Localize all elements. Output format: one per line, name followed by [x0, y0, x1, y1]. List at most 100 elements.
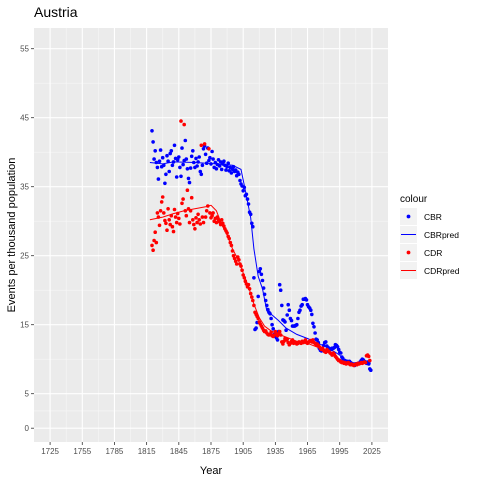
- data-point-cbr: [241, 189, 245, 193]
- data-point-cdr: [166, 207, 170, 211]
- data-point-cdr: [233, 259, 238, 264]
- data-point-cdr: [208, 211, 212, 215]
- data-point-cbr: [229, 171, 234, 175]
- data-point-cdr: [150, 243, 154, 248]
- data-point-cdr: [194, 216, 198, 220]
- data-point-cbr: [151, 140, 155, 144]
- legend-label: CDR: [424, 248, 442, 258]
- data-point-cbr: [268, 311, 272, 316]
- data-point-cbr: [175, 158, 180, 162]
- data-point-cbr: [270, 322, 274, 327]
- data-point-cdr: [156, 215, 161, 219]
- data-point-cbr: [160, 155, 165, 160]
- data-point-cdr: [241, 273, 245, 277]
- grid-major: [34, 28, 388, 442]
- data-point-cbr: [256, 294, 261, 299]
- data-point-cbr: [285, 313, 290, 317]
- data-point-cdr: [200, 215, 205, 219]
- data-point-cbr: [287, 308, 292, 313]
- data-point-cbr: [165, 153, 169, 158]
- data-point-cdr: [201, 220, 206, 225]
- data-point-cbr: [339, 351, 343, 355]
- data-point-cbr: [304, 298, 309, 302]
- data-point-cdr: [232, 256, 237, 261]
- data-point-cbr: [219, 167, 224, 172]
- data-point-cdr: [229, 243, 234, 248]
- data-point-cbr: [296, 316, 300, 321]
- data-point-cdr: [247, 287, 252, 291]
- x-tick-label: 1815: [138, 447, 156, 456]
- data-point-cbr: [189, 154, 194, 159]
- data-point-cbr: [252, 276, 256, 280]
- data-point-cdr: [169, 213, 174, 218]
- data-point-cbr: [171, 160, 176, 164]
- data-point-cbr: [246, 202, 251, 206]
- data-point-cdr: [285, 337, 290, 342]
- data-point-cbr: [258, 267, 263, 271]
- data-point-cbr: [207, 158, 211, 163]
- data-point-cdr: [246, 282, 251, 287]
- data-point-cdr: [227, 236, 231, 241]
- data-point-cdr: [175, 211, 180, 216]
- data-point-cbr: [261, 286, 266, 290]
- x-tick-label: 1845: [170, 447, 188, 456]
- data-point-cdr: [193, 227, 197, 231]
- data-point-cbr: [271, 327, 276, 331]
- data-point-cdr: [206, 204, 210, 208]
- data-point-cbr: [313, 331, 317, 335]
- data-point-cbr: [208, 155, 212, 160]
- data-point-cdr: [215, 215, 220, 219]
- x-tick-label: 1875: [202, 447, 220, 456]
- data-point-cdr: [180, 201, 184, 206]
- data-point-cdr: [191, 218, 195, 222]
- data-point-cdr: [151, 248, 155, 252]
- data-point-cdr: [221, 221, 225, 226]
- data-point-cdr: [187, 220, 192, 225]
- data-point-cbr: [254, 326, 258, 330]
- legend-point-marker: [406, 250, 411, 255]
- x-axis: 1725 1755 1785 1815 1845 1875 1905 1935 1965 1995…: [41, 442, 381, 456]
- data-point-cbr: [197, 155, 201, 159]
- data-point-cdr: [251, 298, 255, 303]
- data-point-cdr: [210, 213, 214, 218]
- data-point-cbr: [210, 149, 214, 154]
- data-point-cbr: [226, 161, 230, 165]
- data-point-cdr: [159, 200, 164, 204]
- data-point-cbr: [284, 328, 288, 333]
- data-point-cdr: [170, 224, 175, 229]
- data-point-cdr: [199, 143, 204, 148]
- data-point-cbr: [315, 338, 320, 342]
- data-point-cdr: [202, 142, 207, 146]
- data-point-cdr: [153, 230, 157, 234]
- data-point-cbr: [238, 178, 242, 183]
- chart-title: Austria: [34, 4, 78, 20]
- data-point-cdr: [234, 262, 239, 266]
- data-point-cbr: [275, 338, 280, 342]
- data-point-cbr: [209, 162, 213, 166]
- data-point-cbr: [195, 164, 199, 168]
- data-point-cbr: [183, 138, 188, 143]
- data-point-cbr: [321, 343, 326, 348]
- data-point-cdr: [188, 209, 193, 213]
- data-point-cbr: [186, 176, 191, 181]
- data-point-cdr: [269, 330, 273, 335]
- y-tick-label: 45: [20, 114, 29, 123]
- data-point-cbr: [168, 151, 172, 156]
- data-point-cdr: [173, 215, 178, 219]
- legend-point-marker: [406, 214, 411, 219]
- data-point-cdr: [252, 303, 256, 308]
- data-point-cbr: [163, 181, 167, 186]
- data-point-cdr: [181, 197, 185, 201]
- y-tick-label: 5: [25, 390, 30, 399]
- data-point-cdr: [195, 220, 199, 225]
- data-point-cdr: [196, 212, 200, 217]
- data-point-cbr: [251, 224, 255, 229]
- data-point-cbr: [257, 269, 262, 274]
- data-point-cbr: [203, 152, 208, 157]
- data-point-cbr: [162, 163, 166, 168]
- data-point-cbr: [250, 221, 254, 226]
- data-point-cdr: [278, 333, 283, 337]
- data-point-cbr: [312, 325, 316, 329]
- data-point-cdr: [240, 268, 244, 273]
- data-point-cbr: [277, 282, 282, 287]
